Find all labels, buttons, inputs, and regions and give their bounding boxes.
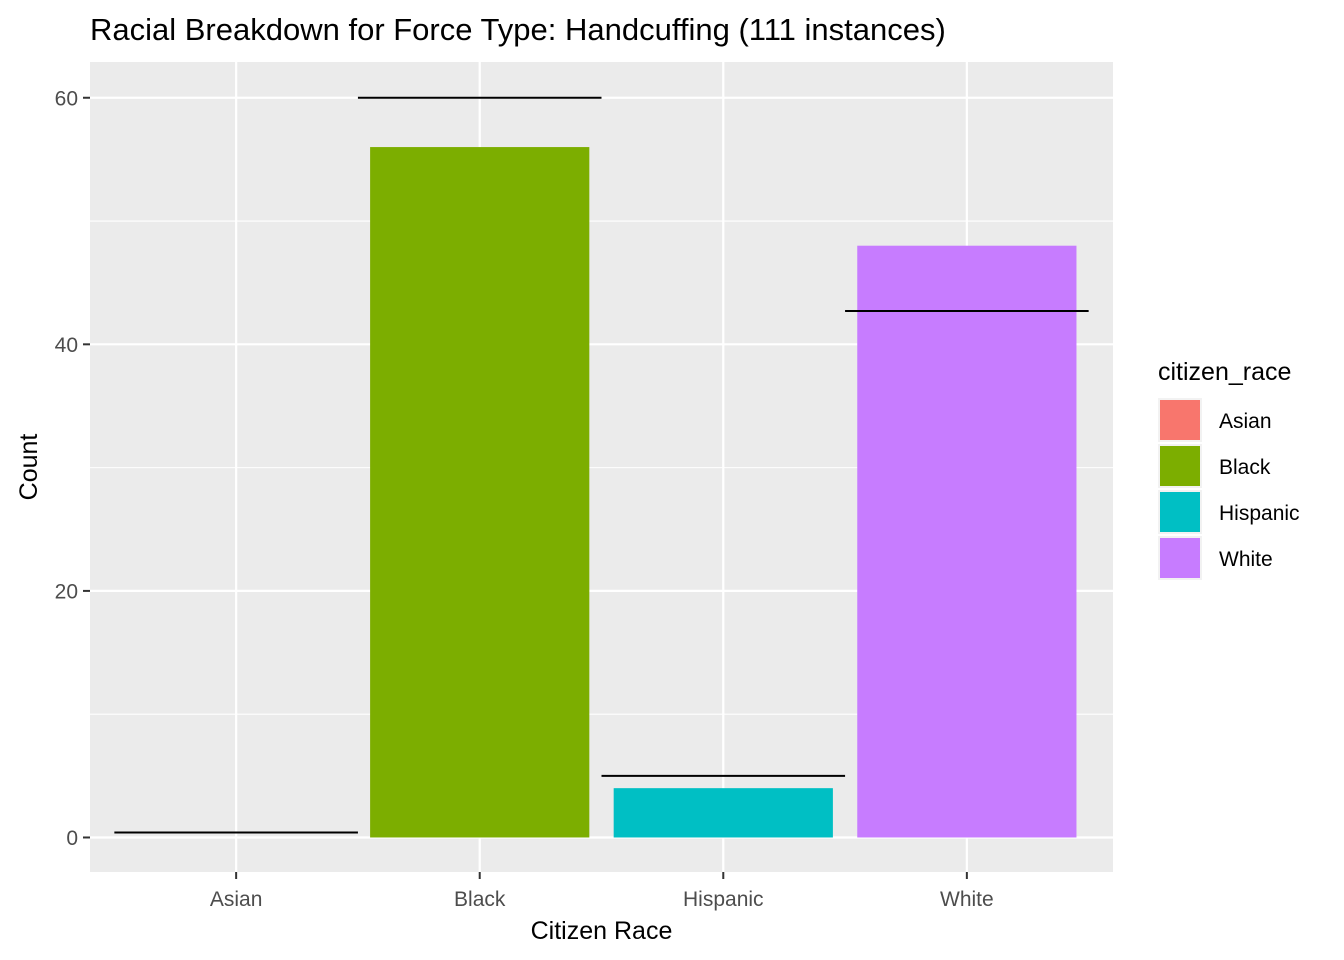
x-tick-label: Black xyxy=(454,888,506,911)
reference-lines xyxy=(114,96,1089,834)
legend-label: Asian xyxy=(1219,410,1272,433)
x-tick-label: White xyxy=(940,888,994,911)
legend-swatch-white xyxy=(1160,538,1200,578)
legend-swatch-black xyxy=(1160,446,1200,486)
legend-label: Black xyxy=(1219,456,1271,479)
y-tick-label: 40 xyxy=(55,334,78,357)
bar-white xyxy=(857,245,1077,838)
x-tick-label: Hispanic xyxy=(683,888,764,911)
legend-swatch-hispanic xyxy=(1160,492,1200,532)
legend-swatch-asian xyxy=(1160,400,1200,440)
bar-black xyxy=(370,147,590,838)
y-tick-label: 20 xyxy=(55,580,78,603)
y-axis-title: Count xyxy=(15,434,43,501)
y-tick-label: 60 xyxy=(55,87,78,110)
legend-title: citizen_race xyxy=(1158,358,1291,386)
bars xyxy=(370,147,1077,838)
legend-label: Hispanic xyxy=(1219,502,1300,525)
legend-label: White xyxy=(1219,548,1273,571)
y-axis: 0 20 40 60 xyxy=(55,87,90,850)
x-axis-title: Citizen Race xyxy=(531,917,673,945)
bar-hispanic xyxy=(613,788,833,838)
legend: citizen_race Asian Black Hispanic White xyxy=(1158,358,1300,580)
chart-title: Racial Breakdown for Force Type: Handcuf… xyxy=(90,12,946,47)
x-axis: Asian Black Hispanic White xyxy=(210,872,994,911)
y-tick-label: 0 xyxy=(66,827,78,850)
x-tick-label: Asian xyxy=(210,888,263,911)
